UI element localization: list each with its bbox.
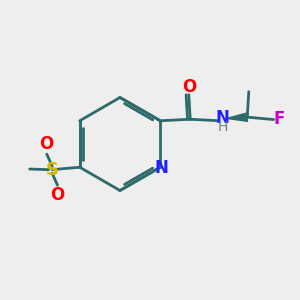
Text: F: F bbox=[273, 110, 285, 128]
Polygon shape bbox=[228, 113, 247, 121]
Text: S: S bbox=[46, 161, 59, 178]
Text: O: O bbox=[182, 78, 196, 96]
Text: O: O bbox=[40, 136, 54, 154]
Text: N: N bbox=[216, 109, 230, 127]
Text: H: H bbox=[218, 120, 228, 134]
Text: N: N bbox=[155, 159, 169, 177]
Text: O: O bbox=[50, 186, 65, 204]
